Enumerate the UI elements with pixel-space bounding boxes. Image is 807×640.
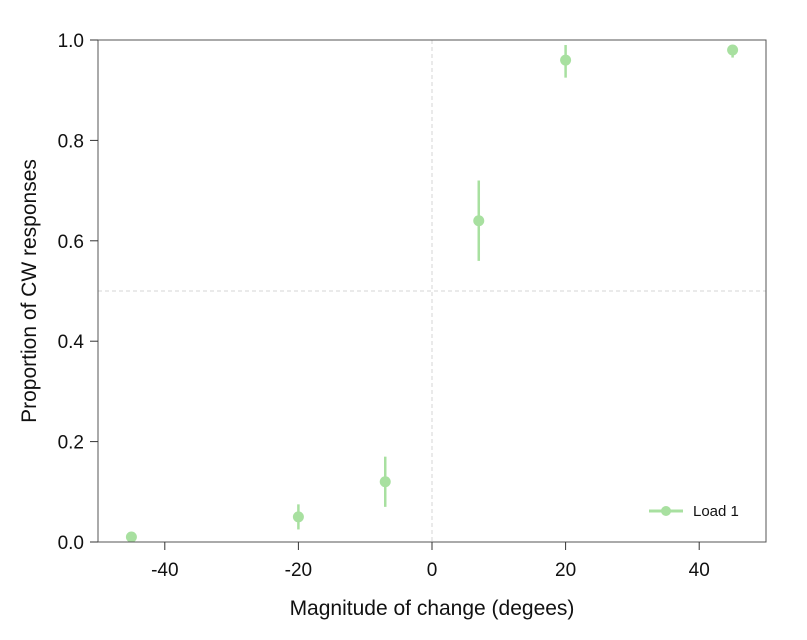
legend-marker-swatch xyxy=(661,506,671,516)
data-point xyxy=(125,531,137,543)
x-tick-label: 20 xyxy=(555,560,576,581)
x-tick-label: -40 xyxy=(151,560,178,581)
y-tick-label: 0.8 xyxy=(58,131,84,152)
y-tick-label: 0.0 xyxy=(58,533,84,554)
y-axis: 0.0 0.2 0.4 0.6 0.8 1.0 xyxy=(58,31,98,554)
data-point xyxy=(473,215,485,227)
x-tick-label: -20 xyxy=(285,560,312,581)
y-tick-label: 0.4 xyxy=(58,332,85,353)
x-axis: -40 -20 0 20 40 xyxy=(151,542,710,581)
x-tick-label: 0 xyxy=(427,560,438,581)
y-axis-title: Proportion of CW responses xyxy=(18,159,41,423)
data-points xyxy=(125,44,739,543)
x-axis-title: Magnitude of change (degees) xyxy=(290,597,575,620)
y-tick-label: 0.6 xyxy=(58,232,84,253)
data-point xyxy=(560,54,572,66)
y-tick-label: 1.0 xyxy=(58,31,84,52)
data-point xyxy=(292,511,304,523)
x-tick-label: 40 xyxy=(689,560,710,581)
data-point xyxy=(379,476,391,488)
y-tick-label: 0.2 xyxy=(58,433,84,454)
legend: Load 1 xyxy=(649,503,739,520)
reference-lines xyxy=(98,40,766,542)
legend-label: Load 1 xyxy=(693,503,739,520)
data-point xyxy=(727,44,739,56)
